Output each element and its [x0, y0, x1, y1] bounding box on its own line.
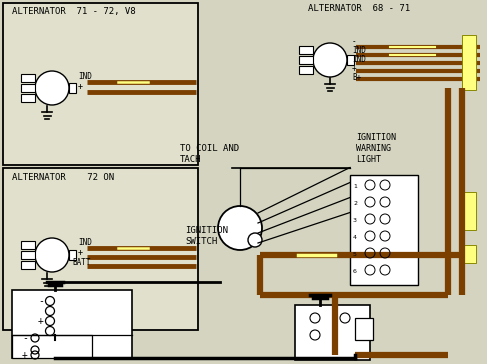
Circle shape [35, 238, 69, 272]
Text: +: + [78, 82, 83, 91]
Text: BATT: BATT [72, 258, 91, 267]
Text: IND: IND [352, 46, 366, 55]
Text: IND: IND [352, 55, 366, 64]
Text: 2: 2 [353, 201, 357, 206]
Text: IND: IND [78, 238, 92, 247]
Bar [3, 168, 198, 330]
Text: +: + [78, 248, 83, 257]
Bar [350, 175, 418, 285]
Bar [69, 250, 76, 260]
Bar [347, 55, 354, 65]
Bar [3, 3, 198, 165]
Text: 6: 6 [353, 269, 357, 274]
Bar [462, 192, 476, 230]
Bar [299, 56, 313, 64]
Bar [355, 318, 373, 340]
Bar [21, 94, 35, 102]
Text: -: - [352, 37, 356, 46]
Bar [12, 335, 92, 358]
Bar [21, 74, 35, 82]
Text: B+: B+ [352, 73, 361, 82]
Text: ALTERNATOR    72 ON: ALTERNATOR 72 ON [12, 173, 114, 182]
Bar [299, 66, 313, 74]
Text: 3: 3 [353, 218, 357, 223]
Text: +: + [38, 317, 44, 327]
Text: TO COIL AND
TACH: TO COIL AND TACH [180, 144, 239, 164]
Bar [21, 241, 35, 249]
Circle shape [218, 206, 262, 250]
Text: +: + [352, 64, 356, 73]
Text: IGNITION
SWITCH: IGNITION SWITCH [185, 226, 228, 246]
Bar [462, 245, 476, 263]
Text: ALTERNATOR  71 - 72, V8: ALTERNATOR 71 - 72, V8 [12, 7, 135, 16]
Text: 1: 1 [353, 184, 357, 189]
Text: 5: 5 [353, 252, 357, 257]
Bar [299, 46, 313, 54]
Bar [21, 261, 35, 269]
Bar [295, 305, 370, 360]
Text: ALTERNATOR  68 - 71: ALTERNATOR 68 - 71 [308, 4, 410, 13]
Bar [21, 84, 35, 92]
Text: IND: IND [78, 72, 92, 81]
Text: -: - [38, 297, 44, 306]
Bar [69, 83, 76, 93]
Text: +: + [22, 350, 28, 360]
Circle shape [313, 43, 347, 77]
Bar [12, 290, 132, 358]
Circle shape [248, 233, 262, 247]
Bar [21, 251, 35, 259]
Circle shape [35, 71, 69, 105]
Text: 4: 4 [353, 235, 357, 240]
Bar [462, 35, 476, 90]
Text: -: - [22, 333, 28, 343]
Text: IGNITION
WARNING
LIGHT: IGNITION WARNING LIGHT [356, 133, 396, 164]
